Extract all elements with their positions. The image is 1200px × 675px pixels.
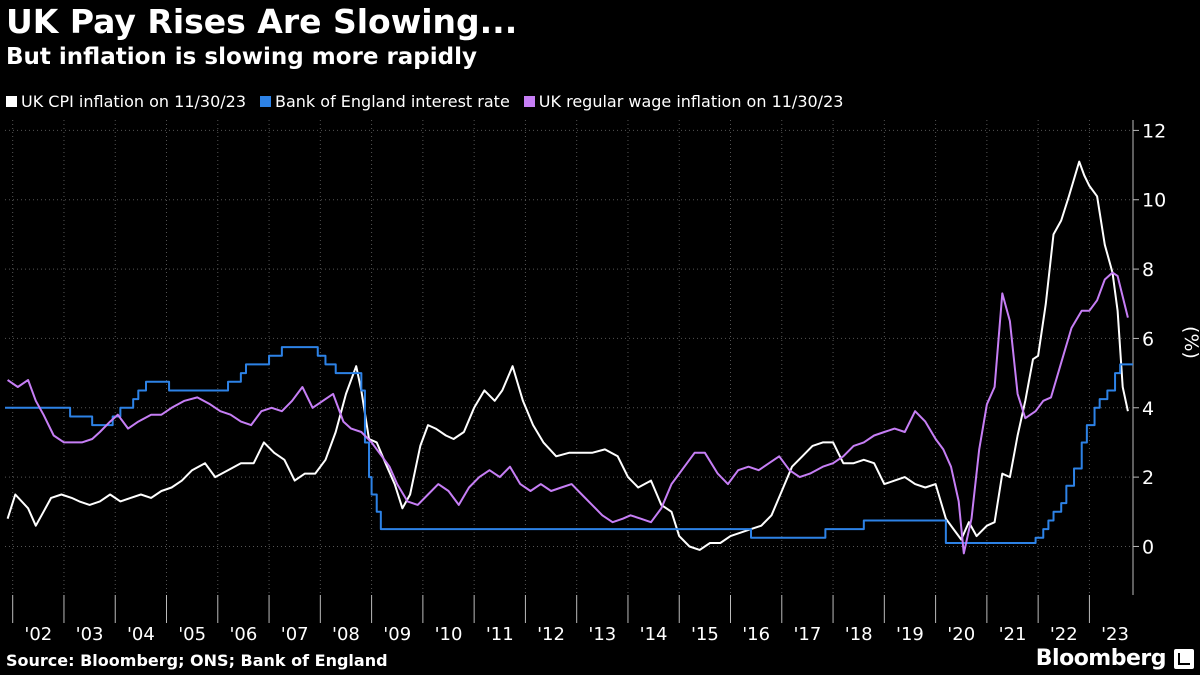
x-tick-label: '06 — [229, 624, 257, 645]
bloomberg-wordmark: Bloomberg — [1035, 646, 1167, 671]
series-line-wage-inflation — [7, 271, 1129, 555]
legend-label-wage-inflation: UK regular wage inflation on 11/30/23 — [538, 91, 844, 111]
y-tick-label: 10 — [1142, 190, 1166, 212]
legend-swatch-interest-rate — [260, 95, 271, 107]
x-tick-label: '19 — [896, 624, 924, 645]
bloomberg-terminal-icon — [1174, 649, 1194, 669]
legend-item-wage-inflation: UK regular wage inflation on 11/30/23 — [523, 91, 844, 111]
x-tick-label: '12 — [537, 624, 565, 645]
x-tick-label: '09 — [383, 624, 411, 645]
y-tick-label: 12 — [1142, 120, 1166, 142]
legend: UK CPI inflation on 11/30/23 Bank of Eng… — [6, 90, 857, 112]
x-tick-label: '07 — [281, 624, 309, 645]
source-note: Source: Bloomberg; ONS; Bank of England — [6, 651, 388, 670]
y-tick-label: 2 — [1142, 467, 1154, 489]
y-tick-label: 8 — [1142, 259, 1154, 281]
x-tick-label: '15 — [691, 624, 719, 645]
x-tick-label: '11 — [486, 624, 514, 645]
x-tick-label: '22 — [1050, 624, 1078, 645]
series-line-cpi — [6, 160, 1129, 551]
x-tick-label: '18 — [845, 624, 873, 645]
x-tick-label: '23 — [1101, 624, 1129, 645]
x-tick-label: '10 — [435, 624, 463, 645]
legend-label-cpi: UK CPI inflation on 11/30/23 — [21, 91, 246, 111]
y-tick-label: 0 — [1142, 536, 1154, 558]
x-tick-label: '14 — [640, 624, 668, 645]
y-axis-label: (%) — [1180, 326, 1200, 359]
y-tick-label: 6 — [1142, 328, 1154, 350]
series-line-interest-rate — [5, 346, 1133, 544]
x-tick-label: '05 — [178, 624, 206, 645]
x-tick-label: '02 — [24, 624, 52, 645]
x-tick-label: '13 — [588, 624, 616, 645]
x-tick-label: '21 — [999, 624, 1027, 645]
legend-item-interest-rate: Bank of England interest rate — [260, 92, 510, 111]
legend-swatch-wage-inflation — [523, 95, 535, 107]
x-tick-label: '17 — [793, 624, 821, 645]
x-tick-label: '16 — [742, 624, 770, 645]
y-tick-label: 4 — [1142, 398, 1154, 420]
legend-swatch-cpi — [6, 95, 17, 107]
legend-item-cpi: UK CPI inflation on 11/30/23 — [6, 92, 246, 111]
chart-subtitle: But inflation is slowing more rapidly — [6, 44, 477, 70]
x-tick-label: '03 — [76, 624, 104, 645]
x-tick-label: '20 — [947, 624, 975, 645]
x-tick-label: '04 — [127, 624, 155, 645]
legend-label-interest-rate: Bank of England interest rate — [275, 91, 510, 111]
line-chart: 0 2 4 6 8 10 12 '02 '03 '04 '05 '06 '07 '08 '09 '10 '11 '… — [5, 120, 1200, 645]
chart-title: UK Pay Rises Are Slowing... — [6, 2, 518, 41]
x-tick-label: '08 — [332, 624, 360, 645]
